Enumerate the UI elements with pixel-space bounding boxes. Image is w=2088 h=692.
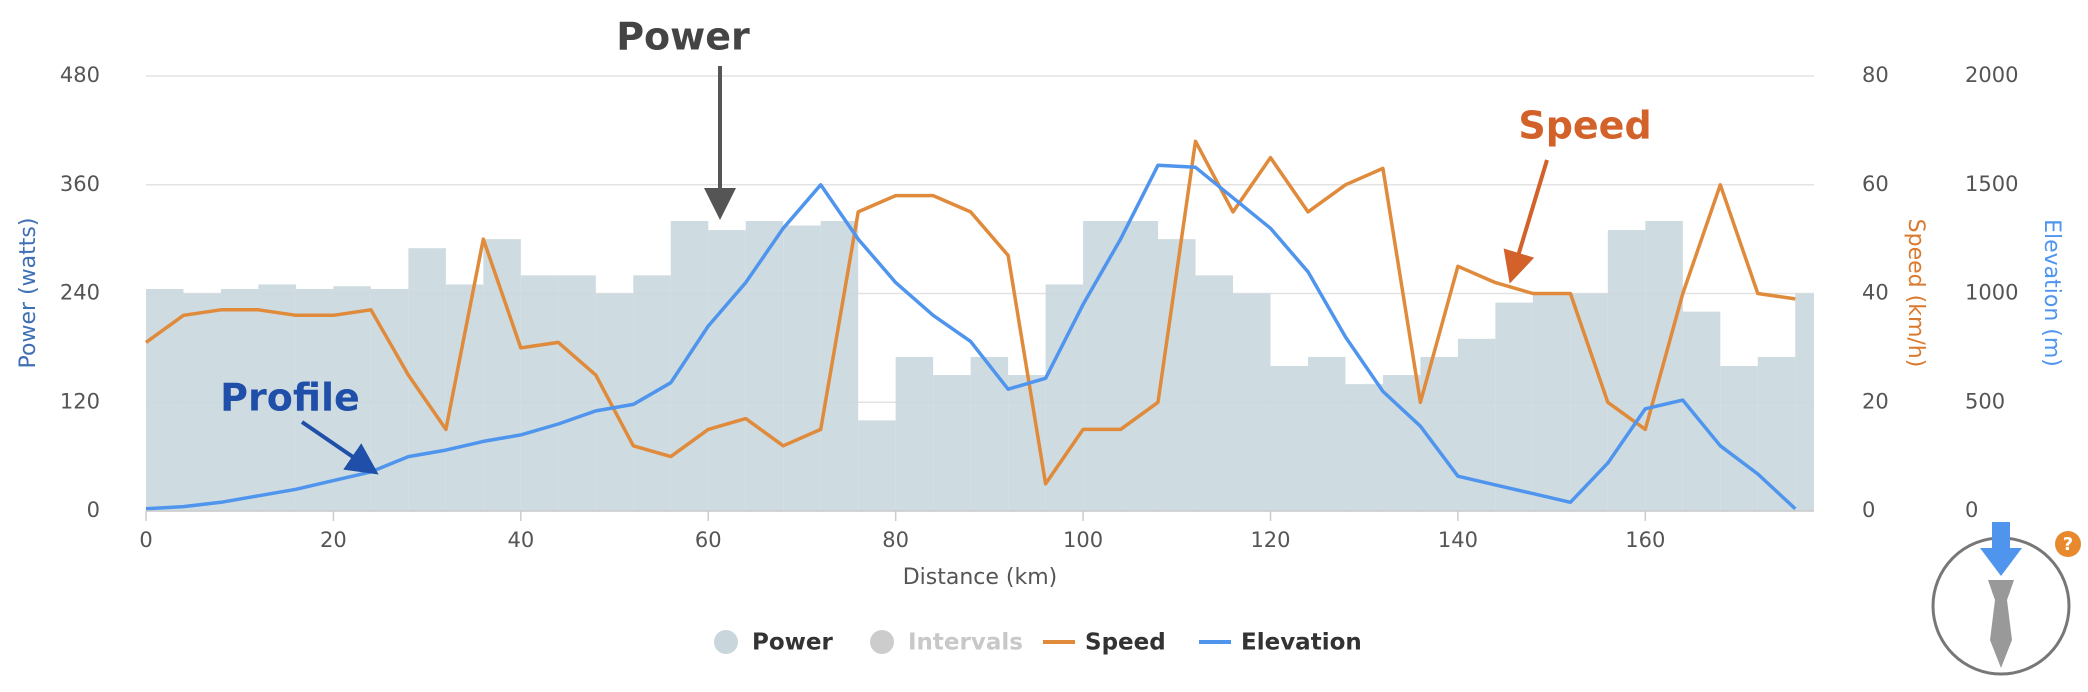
- y3-axis-title: Elevation (m): [2039, 219, 2064, 367]
- y3-tick-label: 500: [1965, 389, 2005, 413]
- y-tick-label: 120: [60, 389, 100, 413]
- power-step: [1757, 356, 1796, 511]
- power-step: [146, 288, 184, 511]
- x-tick-label: 20: [320, 528, 347, 552]
- power-step: [1307, 356, 1346, 511]
- power-step: [520, 275, 559, 511]
- annotation-arrow: [1503, 159, 1549, 284]
- y2-tick-label: 0: [1862, 498, 1875, 522]
- y2-axis-title: Speed (km/h): [1903, 219, 1928, 368]
- y2-tick-label: 60: [1862, 172, 1889, 196]
- power-step: [1795, 293, 1814, 511]
- power-step: [1158, 239, 1196, 511]
- power-step: [820, 221, 859, 511]
- power-step: [745, 221, 784, 511]
- power-step: [1083, 221, 1121, 511]
- help-icon[interactable]: ?: [2055, 531, 2081, 557]
- power-step: [858, 420, 896, 511]
- annotation-arrow: [300, 420, 379, 475]
- power-step: [1120, 221, 1159, 511]
- y-axis-title: Power (watts): [16, 218, 41, 369]
- power-step: [1495, 302, 1533, 511]
- x-tick-label: 100: [1063, 528, 1103, 552]
- y-tick-label: 0: [87, 498, 100, 522]
- annotation: Power: [616, 15, 750, 59]
- y3-tick-label: 0: [1965, 498, 1978, 522]
- power-step: [708, 230, 746, 511]
- x-tick-label: 40: [507, 528, 534, 552]
- power-step: [595, 293, 634, 511]
- power-step: [558, 275, 596, 511]
- y3-tick-label: 2000: [1965, 63, 2018, 87]
- power-step: [1720, 366, 1758, 511]
- x-axis-title: Distance (km): [903, 565, 1058, 590]
- x-tick-label: 80: [882, 528, 909, 552]
- svg-text:?: ?: [2063, 534, 2073, 555]
- power-step: [483, 239, 521, 511]
- series-line: [145, 163, 1797, 511]
- power-step: [258, 284, 296, 511]
- x-tick-label: 120: [1250, 528, 1290, 552]
- power-step: [220, 288, 259, 511]
- y3-tick-label: 1500: [1965, 172, 2018, 196]
- power-step: [670, 221, 709, 511]
- power-step: [1570, 293, 1608, 511]
- power-step: [1532, 293, 1571, 511]
- power-step: [933, 375, 971, 511]
- series-line: [144, 139, 1796, 486]
- legend-symbol: [870, 630, 894, 654]
- legend-label[interactable]: Intervals: [908, 630, 1023, 656]
- power-step: [295, 288, 334, 511]
- legend-label[interactable]: Power: [752, 630, 834, 656]
- x-tick-label: 60: [695, 528, 722, 552]
- power-step: [1682, 311, 1721, 511]
- y2-tick-label: 80: [1862, 63, 1889, 87]
- rider-icon: [1931, 522, 2071, 676]
- x-tick-label: 140: [1438, 528, 1478, 552]
- legend-symbol: [714, 630, 738, 654]
- x-tick-label: 160: [1625, 528, 1665, 552]
- y-tick-label: 240: [60, 281, 100, 305]
- y2-tick-label: 40: [1862, 281, 1889, 305]
- y-tick-label: 480: [60, 63, 100, 87]
- power-step: [783, 225, 821, 511]
- power-step: [408, 248, 446, 511]
- power-step: [1195, 275, 1234, 511]
- y-tick-label: 360: [60, 172, 100, 196]
- power-step: [895, 356, 934, 511]
- legend-label[interactable]: Elevation: [1241, 630, 1362, 656]
- legend-label[interactable]: Speed: [1085, 630, 1166, 656]
- annotation: Speed: [1518, 104, 1651, 148]
- power-step: [1270, 366, 1308, 511]
- power-step: [1233, 293, 1271, 511]
- power-step: [1345, 384, 1383, 511]
- power-step: [1607, 230, 1646, 511]
- x-tick-label: 0: [139, 528, 152, 552]
- y2-tick-label: 20: [1862, 389, 1889, 413]
- power-step: [183, 293, 221, 511]
- y3-tick-label: 1000: [1965, 281, 2018, 305]
- annotation: Profile: [220, 376, 360, 420]
